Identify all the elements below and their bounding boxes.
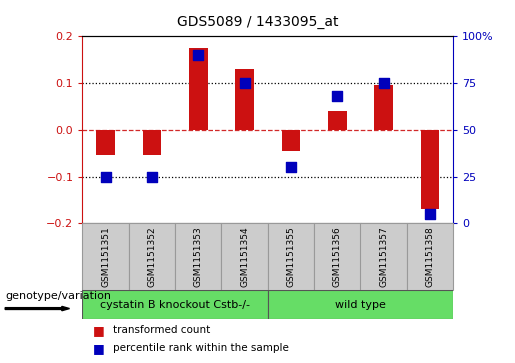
Bar [143, 130, 161, 155]
Bar [96, 130, 115, 155]
Point [333, 93, 341, 99]
Text: GSM1151354: GSM1151354 [240, 227, 249, 287]
Bar [221, 223, 268, 290]
Text: genotype/variation: genotype/variation [5, 291, 111, 301]
Point [287, 164, 295, 170]
Text: GSM1151352: GSM1151352 [147, 227, 157, 287]
Bar [407, 223, 453, 290]
Text: GSM1151353: GSM1151353 [194, 227, 203, 287]
Bar [189, 48, 208, 130]
Bar [360, 223, 407, 290]
Bar [82, 223, 129, 290]
Text: GSM1151358: GSM1151358 [425, 227, 435, 287]
Bar [268, 290, 453, 319]
Point [241, 80, 249, 86]
Bar [282, 130, 300, 151]
Bar [374, 85, 393, 130]
Text: GSM1151351: GSM1151351 [101, 227, 110, 287]
Text: cystatin B knockout Cstb-/-: cystatin B knockout Cstb-/- [100, 300, 250, 310]
Text: wild type: wild type [335, 300, 386, 310]
Text: GSM1151356: GSM1151356 [333, 227, 342, 287]
Point [380, 80, 388, 86]
Text: percentile rank within the sample: percentile rank within the sample [113, 343, 289, 354]
Text: ■: ■ [93, 324, 105, 337]
Bar [421, 130, 439, 209]
Point [148, 174, 156, 179]
Bar [235, 69, 254, 130]
Point [426, 211, 434, 217]
Point [194, 52, 202, 58]
Bar [82, 290, 268, 319]
Text: GSM1151357: GSM1151357 [379, 227, 388, 287]
Text: GSM1151355: GSM1151355 [286, 227, 296, 287]
Bar [175, 223, 221, 290]
Point [101, 174, 110, 179]
Bar [268, 223, 314, 290]
Text: ■: ■ [93, 342, 105, 355]
Bar [328, 111, 347, 130]
Text: GDS5089 / 1433095_at: GDS5089 / 1433095_at [177, 15, 338, 29]
Text: transformed count: transformed count [113, 325, 211, 335]
Bar [129, 223, 175, 290]
Bar [314, 223, 360, 290]
